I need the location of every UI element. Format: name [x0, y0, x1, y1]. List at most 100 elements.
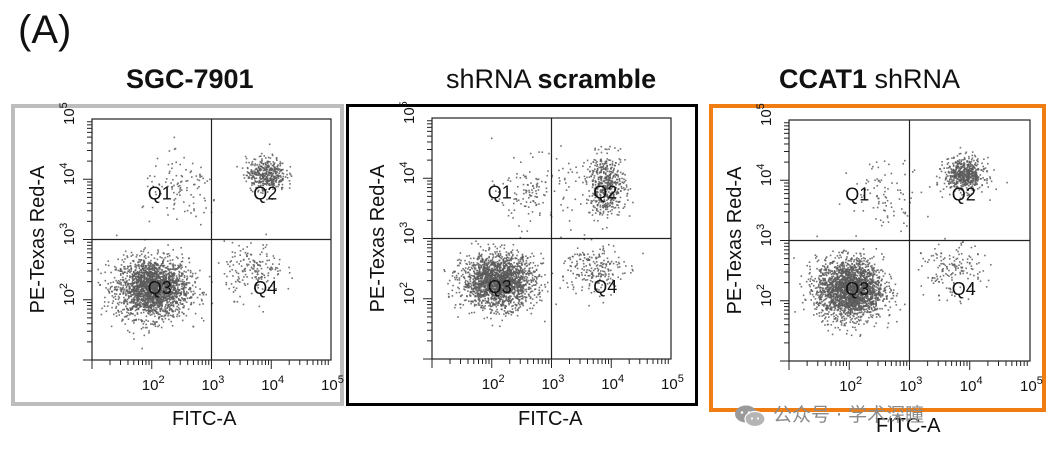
event-dot: [501, 268, 503, 271]
event-dot: [164, 285, 166, 287]
event-dot: [265, 178, 267, 180]
event-dot: [150, 306, 152, 309]
event-dot: [156, 252, 159, 255]
event-dot: [511, 264, 514, 266]
event-dot: [142, 269, 145, 271]
event-dot: [479, 288, 482, 290]
event-dot: [484, 264, 487, 266]
event-dot: [246, 283, 249, 285]
event-dot: [487, 271, 489, 274]
event-dot: [203, 291, 205, 294]
event-dot: [131, 275, 133, 278]
event-dot: [175, 295, 178, 298]
event-dot: [516, 262, 518, 265]
event-dot: [524, 279, 526, 282]
event-dot: [119, 268, 122, 270]
event-dot: [509, 299, 511, 302]
event-dot: [508, 270, 511, 273]
event-dot: [167, 285, 170, 287]
event-dot: [250, 164, 252, 166]
event-dot: [516, 290, 519, 292]
event-dot: [268, 182, 271, 185]
event-dot: [146, 279, 148, 281]
event-dot: [517, 273, 520, 275]
event-dot: [500, 262, 502, 264]
event-dot: [126, 303, 129, 306]
event-dot: [173, 199, 175, 201]
event-dot: [154, 291, 156, 294]
event-dot: [117, 286, 120, 288]
event-dot: [156, 282, 159, 284]
event-dot: [575, 292, 577, 295]
event-dot: [174, 287, 176, 289]
event-dot: [263, 168, 266, 170]
event-dot: [474, 299, 476, 301]
event-dot: [502, 268, 504, 270]
event-dot: [153, 264, 155, 267]
event-dot: [148, 330, 150, 332]
event-dot: [157, 273, 160, 275]
event-dot: [140, 290, 142, 292]
event-dot: [479, 261, 482, 263]
event-dot: [262, 167, 264, 169]
event-dot: [176, 284, 178, 286]
event-dot: [144, 271, 146, 274]
event-dot: [524, 263, 526, 266]
event-dot: [274, 169, 276, 172]
event-dot: [166, 302, 168, 304]
event-dot: [192, 290, 195, 293]
event-dot: [151, 297, 154, 300]
event-dot: [502, 299, 504, 301]
event-dot: [514, 289, 517, 292]
event-dot: [129, 285, 131, 287]
event-dot: [504, 281, 506, 284]
event-dot: [151, 301, 153, 303]
event-dot: [493, 299, 495, 302]
event-dot: [513, 280, 516, 283]
event-dot: [462, 267, 464, 270]
event-dot: [143, 309, 145, 311]
event-dot: [159, 282, 161, 284]
event-dot: [177, 267, 179, 269]
event-dot: [503, 289, 505, 291]
event-dot: [143, 262, 146, 264]
event-dot: [525, 265, 528, 268]
event-dot: [501, 287, 503, 289]
event-dot: [522, 275, 524, 278]
event-dot: [130, 302, 132, 304]
event-dot: [499, 269, 501, 272]
event-dot: [481, 295, 483, 298]
event-dot: [466, 286, 468, 289]
event-dot: [134, 289, 137, 292]
event-dot: [529, 262, 532, 264]
event-dot: [504, 300, 506, 302]
event-dot: [147, 275, 149, 278]
event-dot: [490, 261, 493, 264]
event-dot: [251, 178, 253, 180]
event-dot: [266, 255, 268, 257]
title-bold-text: SGC-7901: [126, 64, 254, 94]
event-dot: [149, 301, 151, 304]
event-dot: [187, 282, 190, 284]
event-dot: [160, 291, 162, 294]
event-dot: [242, 248, 244, 250]
event-dot: [485, 292, 487, 295]
event-dot: [172, 281, 174, 283]
event-dot: [516, 286, 518, 288]
event-dot: [178, 266, 181, 269]
event-dot: [511, 279, 513, 282]
event-dot: [493, 277, 496, 279]
event-dot: [270, 176, 272, 178]
event-dot: [273, 176, 275, 178]
event-dot: [469, 278, 471, 281]
event-dot: [513, 266, 516, 269]
event-dot: [177, 279, 180, 281]
event-dot: [140, 274, 143, 276]
event-dot: [259, 168, 262, 171]
event-dot: [193, 209, 195, 212]
event-dot: [198, 186, 200, 188]
event-dot: [158, 267, 161, 269]
event-dot: [487, 263, 489, 266]
event-dot: [491, 267, 494, 270]
